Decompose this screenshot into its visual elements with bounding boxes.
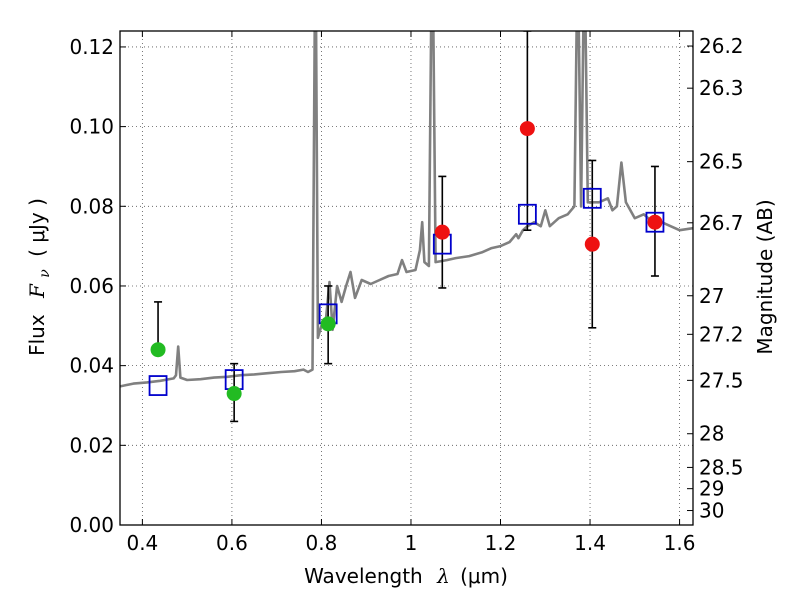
y-tick-label: 0.10	[69, 115, 114, 139]
y-tick-label: 0.00	[69, 513, 114, 537]
x-tick-label: 0.8	[306, 531, 338, 555]
model-flux-box	[148, 375, 168, 396]
x-tick-label: 1.4	[574, 531, 606, 555]
y2-axis-label-text: Magnitude (AB)	[753, 199, 777, 354]
x-tick-label: 0.6	[216, 531, 248, 555]
y2-tick-label: 26.3	[699, 76, 744, 100]
x-axis-label: Wavelength λ (μm)	[304, 564, 508, 588]
x-axis-label-unit: (μm)	[460, 564, 508, 588]
model-flux-box	[645, 211, 665, 233]
observed-flux-point	[150, 342, 166, 358]
y-axis-label-text: Flux	[25, 314, 49, 356]
observed-flux-point	[584, 236, 600, 252]
y2-tick-label: 27.2	[699, 322, 744, 346]
x-axis-label-text: Wavelength	[304, 564, 423, 588]
y-axis-label: Flux F ν ( μJy )	[25, 198, 54, 356]
y2-tick-label: 26.7	[699, 211, 744, 235]
x-tick-label: 0.4	[126, 531, 158, 555]
y-axis-label-unit: ( μJy )	[25, 198, 49, 257]
y2-tick-label: 30	[699, 499, 724, 523]
y2-tick-label: 26.2	[699, 34, 744, 58]
y-axis-label-symbol: F	[25, 283, 49, 299]
observed-flux-point	[320, 316, 336, 332]
y2-tick-label: 27.5	[699, 368, 744, 392]
y-tick-label: 0.02	[69, 433, 114, 457]
x-tick-label: 1.2	[485, 531, 517, 555]
y-tick-label: 0.06	[69, 274, 114, 298]
y2-axis-label: Magnitude (AB)	[753, 199, 777, 354]
x-tick-label: 1	[405, 531, 418, 555]
y-tick-label: 0.12	[69, 35, 114, 59]
plot-area	[120, 31, 693, 423]
y2-tick-label: 27	[699, 284, 724, 308]
y-tick-label: 0.08	[69, 194, 114, 218]
grid	[120, 31, 693, 525]
model-flux-box	[517, 203, 537, 225]
y2-tick-label: 28.5	[699, 455, 744, 479]
y2-tick-label: 26.5	[699, 150, 744, 174]
observed-flux-point	[434, 224, 450, 240]
model-flux-box	[582, 187, 602, 209]
x-axis-label-symbol: λ	[436, 564, 450, 588]
y-tick-label: 0.04	[69, 354, 114, 378]
y2-tick-label: 28	[699, 422, 724, 446]
model-spectrum-line	[120, 31, 693, 388]
observed-flux-point	[226, 386, 242, 402]
x-tick-label: 1.6	[664, 531, 696, 555]
observed-flux-point	[519, 121, 535, 137]
y2-tick-label: 29	[699, 477, 724, 501]
axes: 0.4 0.6 0.8 1 1.2 1.4 1.6 0.00 0.02 0.04 0.06 0.08 0…	[69, 31, 744, 555]
observed-flux-point	[647, 214, 663, 230]
plot-frame	[119, 30, 694, 526]
y-axis-label-subscript: ν	[37, 269, 53, 278]
